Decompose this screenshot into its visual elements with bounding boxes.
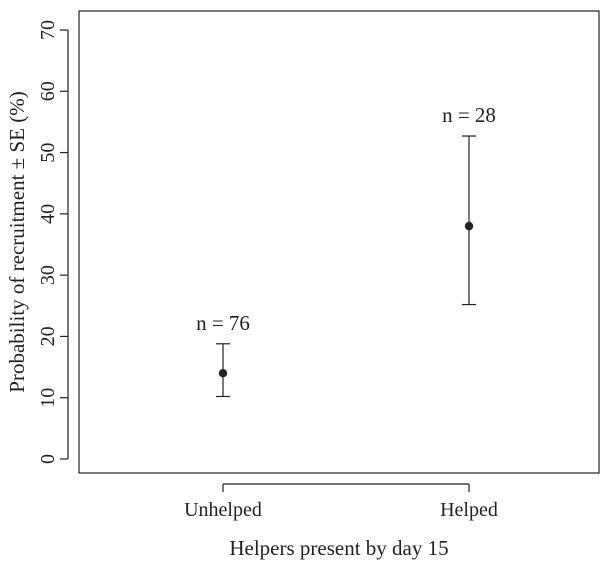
y-tick-label: 50 [37, 143, 59, 163]
y-tick-label: 60 [37, 81, 59, 101]
data-marks: n = 76 n = 28 [196, 103, 496, 398]
y-axis: 0 10 20 30 40 50 60 70 [37, 20, 69, 464]
y-tick-label: 0 [37, 454, 59, 464]
y-tick-label: 10 [37, 388, 59, 408]
x-axis: Unhelped Helped [184, 483, 498, 521]
plot-frame [78, 10, 600, 474]
x-axis-title: Helpers present by day 15 [229, 536, 448, 560]
y-tick-label: 30 [37, 265, 59, 285]
sample-size-label: n = 76 [196, 311, 250, 335]
data-point [464, 221, 474, 231]
y-tick-label: 20 [37, 326, 59, 346]
y-axis-title: Probability of recruitment ± SE (%) [5, 91, 29, 392]
y-tick-label: 40 [37, 204, 59, 224]
x-tick-label: Helped [440, 499, 498, 521]
data-point [218, 369, 228, 378]
x-tick-label: Unhelped [184, 499, 262, 521]
y-tick-label: 70 [37, 20, 59, 40]
sample-size-label: n = 28 [442, 103, 496, 127]
